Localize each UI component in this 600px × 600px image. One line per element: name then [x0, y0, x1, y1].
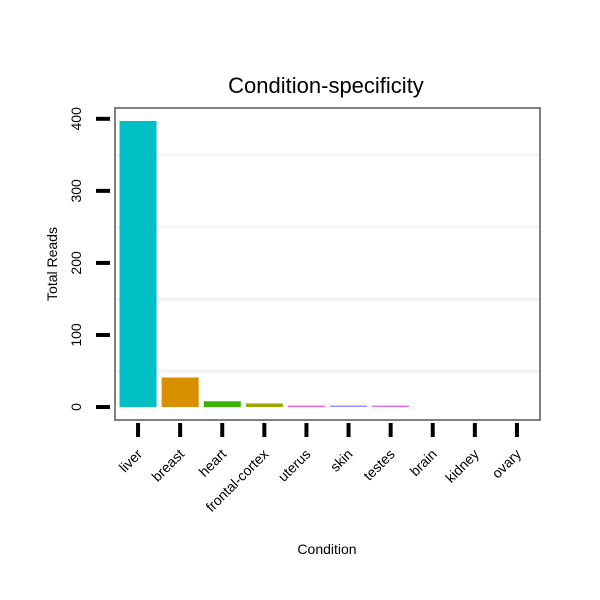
y-axis: 0 100 200 300 400 — [68, 107, 110, 411]
y-tick-label: 100 — [68, 323, 84, 347]
x-axis-title: Condition — [297, 541, 356, 557]
x-tick-label-skin: skin — [327, 446, 356, 475]
bar-heart — [203, 401, 241, 408]
bar-frontal-cortex — [245, 403, 283, 408]
chart-title: Condition-specificity — [228, 73, 424, 98]
y-axis-title: Total Reads — [44, 227, 60, 301]
x-tick-label-uterus: uterus — [275, 446, 314, 485]
x-tick-label-testes: testes — [360, 446, 398, 484]
bar-testes — [372, 405, 410, 408]
x-tick-label-ovary: ovary — [489, 446, 525, 482]
x-tick-label-kidney: kidney — [442, 446, 482, 486]
bars — [119, 120, 410, 408]
bar-skin — [330, 405, 368, 408]
x-tick-label-heart: heart — [195, 446, 229, 480]
y-tick-label: 0 — [68, 403, 84, 411]
x-tick-label-breast: breast — [148, 446, 187, 485]
bar-uterus — [287, 405, 325, 408]
plot-frame — [114, 107, 541, 421]
x-tick-label-brain: brain — [407, 446, 440, 479]
y-tick-label: 400 — [68, 107, 84, 131]
gridlines — [116, 153, 539, 373]
bar-liver — [119, 120, 157, 408]
x-tick-label-liver: liver — [116, 446, 146, 476]
y-tick-label: 200 — [68, 251, 84, 275]
bar-breast — [161, 377, 199, 408]
y-tick-label: 300 — [68, 179, 84, 203]
